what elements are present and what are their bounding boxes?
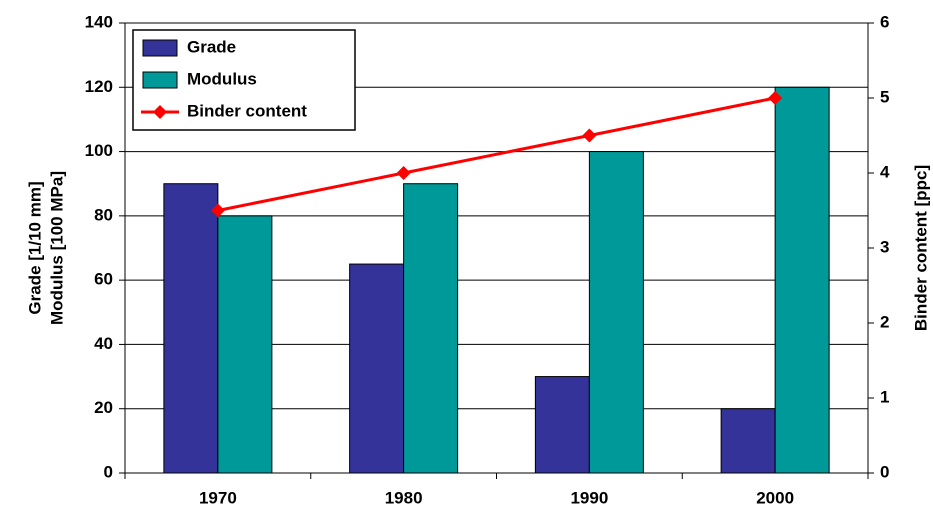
bar [534, 376, 590, 474]
bar [163, 183, 219, 474]
line [217, 96, 776, 212]
y2-axis-label: Binder content [ppc] [911, 165, 930, 331]
y-tick-label: 120 [85, 77, 113, 96]
y-tick-label: 0 [104, 462, 113, 481]
y2-tick-label: 6 [880, 12, 889, 31]
legend-label: Grade [187, 37, 236, 56]
line-marker [210, 203, 225, 218]
x-tick-label: 1980 [385, 488, 423, 507]
y2-tick-label: 4 [880, 162, 890, 181]
y-tick-label: 60 [94, 270, 113, 289]
y-tick-label: 140 [85, 12, 113, 31]
y-tick-label: 80 [94, 205, 113, 224]
bar [720, 408, 776, 474]
x-tick-label: 1970 [199, 488, 237, 507]
y-tick-label: 40 [94, 334, 113, 353]
line-marker [396, 166, 411, 180]
legend-label: Modulus [187, 69, 257, 88]
y2-tick-label: 2 [880, 312, 889, 331]
y2-tick-label: 5 [880, 87, 889, 106]
legend-marker [153, 105, 167, 119]
y2-tick-label: 0 [880, 462, 889, 481]
legend-swatch [142, 39, 178, 57]
bar [403, 183, 459, 474]
legend-label: Binder content [187, 101, 307, 120]
y-axis-label-line: Modulus [100 MPa] [47, 171, 66, 325]
bar [588, 151, 644, 474]
bar [774, 86, 830, 474]
y-axis-label-line: Grade [1/10 mm] [25, 181, 44, 314]
legend-swatch [142, 71, 178, 89]
y2-tick-label: 3 [880, 237, 889, 256]
line-marker [582, 128, 597, 143]
bar [217, 215, 273, 474]
x-tick-label: 1990 [570, 488, 608, 507]
y2-tick-label: 1 [880, 387, 889, 406]
y-axis-label: Grade [1/10 mm] Modulus [100 MPa] [25, 171, 66, 325]
line-marker [768, 91, 783, 105]
y-tick-label: 20 [94, 398, 113, 417]
y-tick-label: 100 [85, 141, 113, 160]
bar [349, 263, 405, 474]
x-tick-label: 2000 [756, 488, 794, 507]
